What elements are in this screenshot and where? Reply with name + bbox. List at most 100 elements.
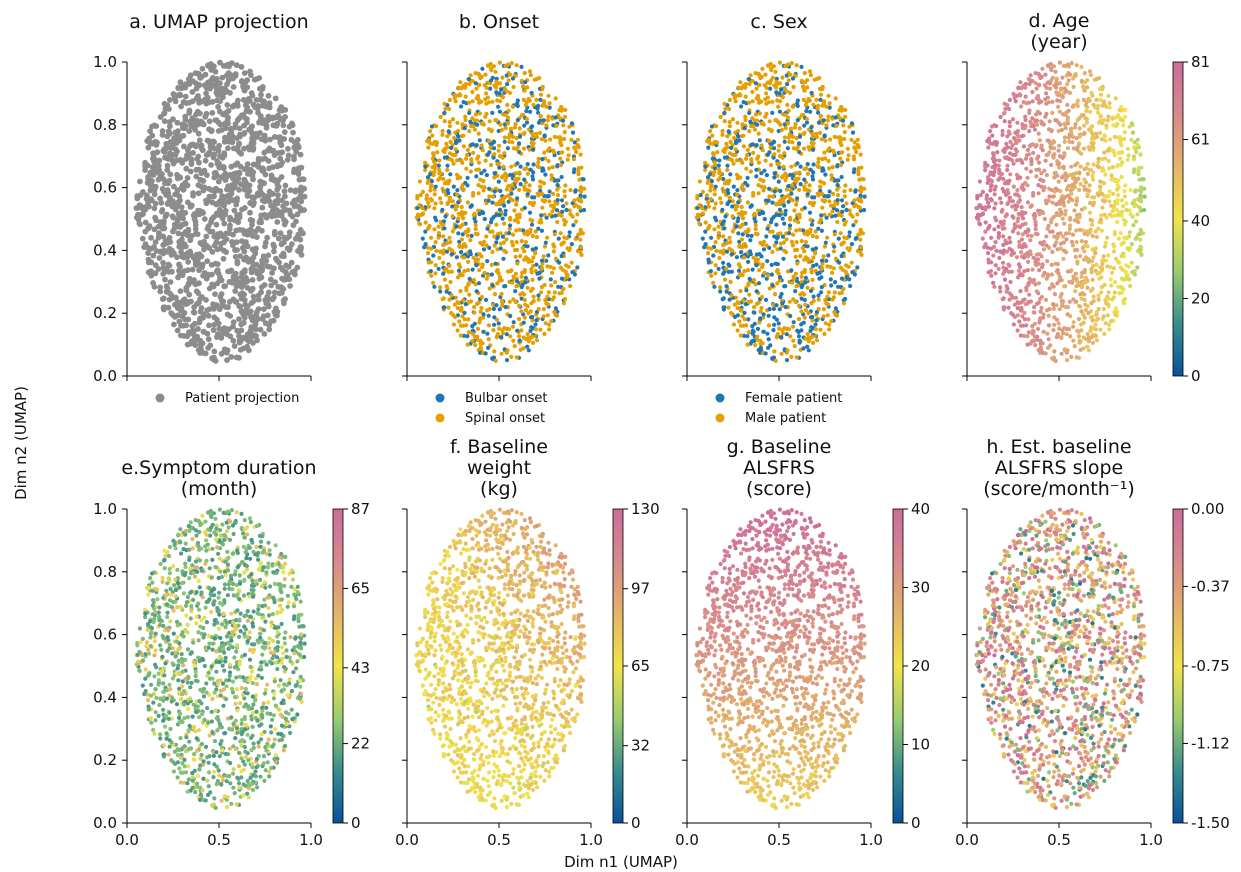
data-point (698, 193, 703, 198)
data-point (511, 320, 516, 325)
data-point (813, 250, 818, 255)
data-point (241, 166, 248, 173)
data-point (431, 280, 436, 285)
data-point (716, 235, 721, 240)
data-point (789, 268, 794, 273)
data-point (492, 189, 497, 194)
data-point (768, 61, 773, 67)
data-point (193, 230, 199, 237)
data-point (458, 93, 463, 98)
data-point (447, 297, 452, 302)
data-point (233, 354, 240, 361)
data-point (791, 320, 796, 325)
data-point (745, 342, 750, 347)
data-point (1142, 194, 1147, 199)
data-point (517, 187, 522, 192)
data-point (211, 314, 218, 321)
data-point (445, 163, 450, 168)
data-point (181, 316, 188, 323)
data-point (190, 123, 197, 130)
data-point (858, 237, 863, 242)
data-point (222, 211, 229, 218)
data-point (139, 205, 146, 212)
data-point (561, 301, 567, 306)
data-point (705, 180, 710, 185)
data-point (855, 137, 860, 142)
data-point (730, 204, 735, 209)
data-point (786, 108, 791, 113)
data-point (844, 236, 850, 241)
data-point (731, 322, 737, 327)
data-point (490, 99, 495, 104)
data-point (811, 162, 816, 167)
data-point (572, 145, 577, 150)
data-point (232, 299, 239, 305)
data-point (437, 167, 442, 172)
data-point (788, 215, 793, 220)
data-point (216, 212, 223, 219)
data-point (434, 218, 439, 223)
data-point (459, 212, 464, 217)
data-point (255, 192, 262, 199)
data-point (739, 237, 745, 242)
data-point (509, 61, 514, 66)
data-point (271, 134, 278, 140)
data-point (777, 275, 783, 280)
data-point (230, 319, 237, 326)
data-point (420, 206, 425, 211)
data-point (444, 266, 449, 271)
data-point (494, 90, 499, 95)
data-point (822, 244, 828, 249)
data-point (461, 298, 466, 303)
data-point (709, 183, 714, 188)
data-point (483, 114, 488, 119)
data-point (284, 156, 291, 163)
data-point (774, 85, 779, 90)
data-point (572, 204, 577, 209)
data-point (145, 250, 152, 256)
data-point (833, 256, 839, 261)
data-point (433, 271, 438, 276)
data-point (437, 255, 442, 261)
data-point (524, 116, 530, 122)
data-point (823, 172, 828, 177)
data-point (813, 327, 819, 332)
data-point (465, 147, 470, 153)
data-point (455, 192, 460, 197)
data-point (197, 75, 204, 81)
data-point (1085, 344, 1090, 349)
data-point (1064, 332, 1069, 337)
data-point (458, 333, 463, 338)
data-point (758, 177, 763, 182)
data-point (856, 172, 861, 177)
data-point (1129, 260, 1134, 265)
data-point (183, 322, 190, 329)
data-point (486, 138, 492, 143)
data-point (475, 334, 480, 339)
data-point (783, 86, 788, 91)
data-point (559, 213, 564, 218)
data-point (710, 156, 715, 161)
data-point (152, 239, 159, 246)
data-point (497, 207, 502, 212)
data-point (527, 183, 532, 188)
data-point (746, 330, 752, 335)
data-point (241, 314, 248, 321)
data-point (536, 306, 541, 312)
data-point (758, 75, 763, 81)
data-point (741, 255, 747, 260)
data-point (489, 217, 494, 222)
data-point (440, 222, 445, 227)
data-point (806, 231, 811, 236)
data-point (224, 81, 231, 87)
data-point (775, 281, 780, 286)
data-point (443, 106, 448, 111)
data-point (429, 273, 434, 278)
data-point (827, 166, 832, 171)
data-point (1056, 179, 1061, 184)
data-point (497, 278, 502, 283)
data-point (217, 153, 223, 160)
data-point (172, 314, 178, 320)
data-point (432, 284, 437, 289)
data-point (248, 72, 254, 78)
